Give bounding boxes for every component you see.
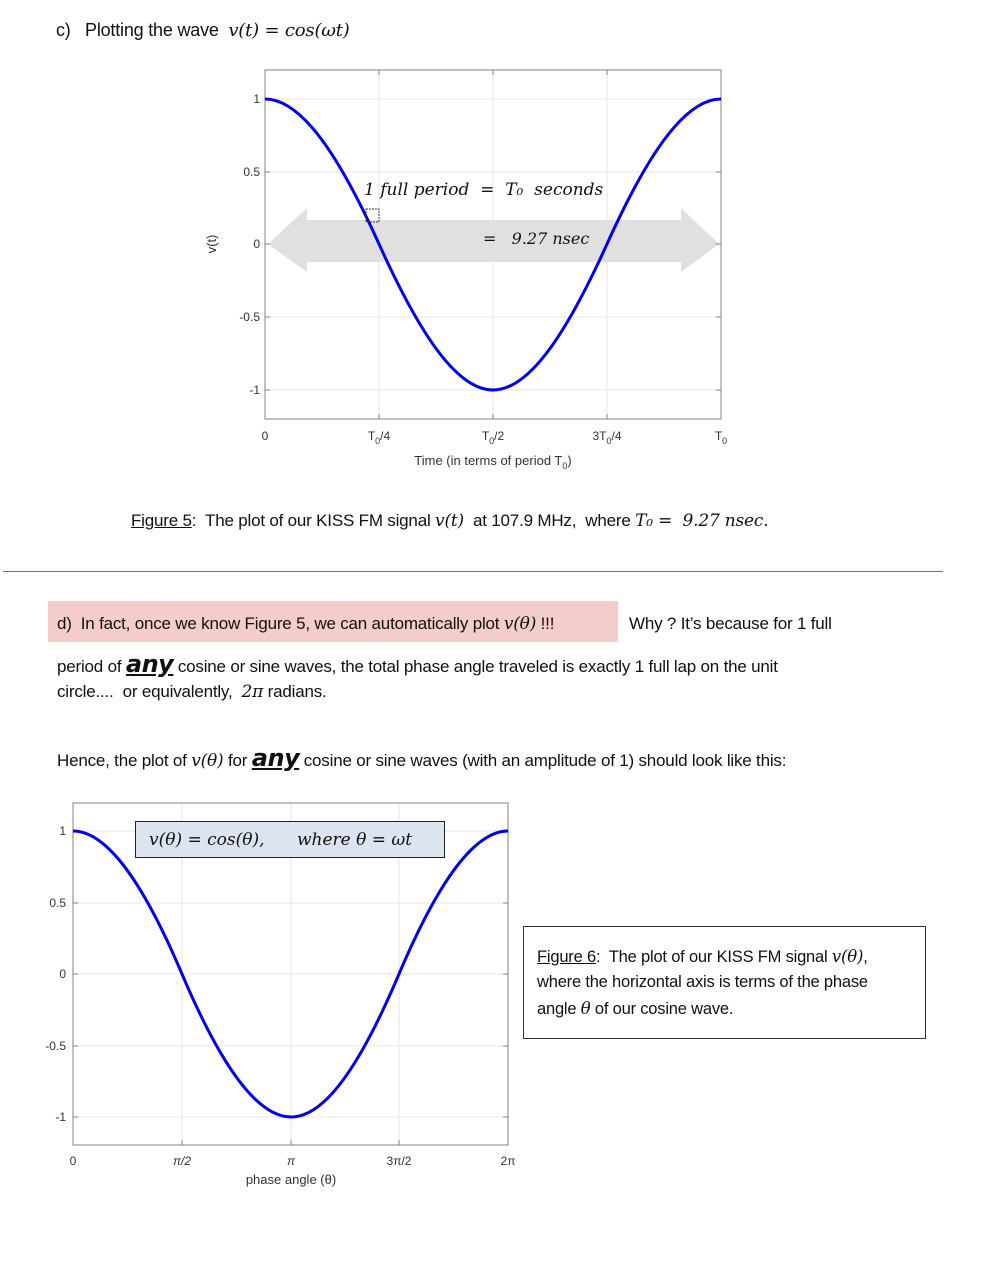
svg-text:-1: -1 <box>55 1110 66 1124</box>
figure6-label: Figure 6 <box>537 948 596 966</box>
hence-paragraph: Hence, the plot of v(θ) for any cosine o… <box>57 744 787 772</box>
period-value-annotation: = 9.27 nsec <box>483 229 590 248</box>
period-arrow-icon <box>268 208 719 272</box>
svg-text:T0/4: T0/4 <box>368 429 391 446</box>
y-axis-label: v(t) <box>204 235 219 254</box>
svg-text:1: 1 <box>253 92 260 106</box>
equation-box: v(θ) = cos(θ), where θ = ωt <box>135 821 445 858</box>
svg-text:-1: -1 <box>249 383 260 397</box>
figure6-chart: 1 0.5 0 -0.5 -1 0 π/2 π 3π/2 2π phase an… <box>45 802 516 1187</box>
svg-text:1: 1 <box>59 824 66 838</box>
period-annotation: 1 full period = T₀ seconds <box>364 180 604 200</box>
svg-text:0.5: 0.5 <box>243 165 260 179</box>
section-equation: v(t) = cos(ωt) <box>228 20 350 41</box>
section-d-why: Why ? It’s because for 1 full <box>629 614 832 633</box>
svg-text:-0.5: -0.5 <box>45 1039 66 1053</box>
svg-text:0: 0 <box>262 429 269 443</box>
emphasis-any: any <box>125 650 174 678</box>
svg-text:π: π <box>287 1154 296 1168</box>
svg-text:0: 0 <box>253 237 260 251</box>
emphasis-any: any <box>251 744 300 772</box>
section-d-line1: d) In fact, once we know Figure 5, we ca… <box>57 614 555 634</box>
x-axis-label: Time (in terms of period T0) <box>414 453 571 471</box>
section-label: c) <box>56 20 71 40</box>
section-d-line3: circle.... or equivalently, 2π radians. <box>57 682 327 702</box>
svg-text:T0: T0 <box>715 429 727 446</box>
cosine-curve <box>72 829 509 1119</box>
cosine-curve <box>264 97 722 392</box>
dotted-marker <box>365 208 380 223</box>
svg-text:3T0/4: 3T0/4 <box>592 429 621 446</box>
section-c-heading: c) Plotting the wave v(t) = cos(ωt) <box>56 20 350 41</box>
section-d-highlight <box>48 601 618 642</box>
svg-text:0: 0 <box>59 967 66 981</box>
figure5-caption: Figure 5: The plot of our KISS FM signal… <box>131 511 769 531</box>
svg-text:T0/2: T0/2 <box>482 429 505 446</box>
figure6-caption-box: Figure 6: The plot of our KISS FM signal… <box>523 926 926 1039</box>
section-title: Plotting the wave <box>85 20 219 40</box>
section-divider <box>3 571 943 572</box>
svg-text:2π: 2π <box>501 1154 516 1168</box>
x-axis-label: phase angle (θ) <box>246 1172 336 1187</box>
svg-text:π/2: π/2 <box>173 1154 191 1168</box>
svg-text:0: 0 <box>70 1154 77 1168</box>
svg-text:-0.5: -0.5 <box>239 310 260 324</box>
figure5-chart: 1 0.5 0 -0.5 -1 v(t) 0 T0/4 T0/2 3T0/4 T… <box>204 69 727 471</box>
figure5-label: Figure 5 <box>131 511 192 530</box>
svg-text:0.5: 0.5 <box>49 896 66 910</box>
svg-text:3π/2: 3π/2 <box>387 1154 412 1168</box>
section-d-line2: period of any cosine or sine waves, the … <box>57 650 778 678</box>
